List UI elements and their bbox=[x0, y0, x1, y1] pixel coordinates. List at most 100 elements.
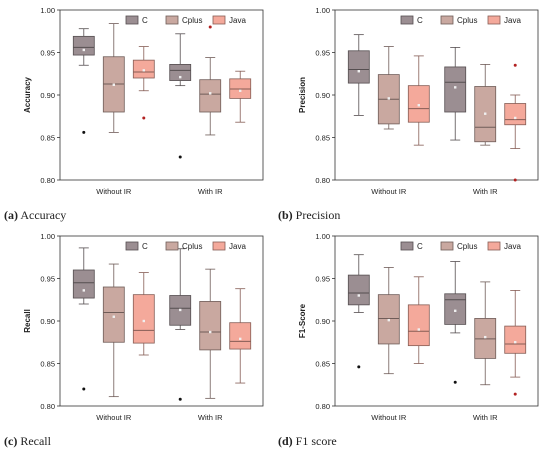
mean-marker bbox=[357, 70, 360, 73]
mean-marker bbox=[179, 75, 182, 79]
legend-label-C: C bbox=[142, 16, 148, 25]
legend-label-Java: Java bbox=[504, 242, 521, 251]
panel-caption: (b) Precision bbox=[278, 208, 340, 223]
legend-swatch-Cplus bbox=[165, 241, 179, 251]
x-tick-label: Without IR bbox=[96, 187, 132, 196]
box-Java bbox=[132, 59, 155, 79]
panel-caption-text: Precision bbox=[295, 208, 341, 222]
mean-marker bbox=[209, 330, 212, 334]
legend-swatch-Java bbox=[212, 241, 226, 251]
y-tick-label: 0.80 bbox=[40, 402, 55, 411]
box-Java bbox=[407, 85, 430, 123]
y-tick-label: 0.95 bbox=[315, 275, 330, 284]
panel-label: (b) bbox=[278, 208, 293, 222]
y-tick-label: 0.80 bbox=[315, 402, 330, 411]
precision-chart: 0.80 0.85 0.90 0.95 1.00 Precision Without IR W… bbox=[298, 6, 539, 196]
box-C bbox=[347, 50, 370, 84]
mean-marker bbox=[387, 318, 390, 322]
outlier-point bbox=[208, 25, 212, 29]
legend-label-Java: Java bbox=[229, 242, 246, 251]
outlier-point bbox=[513, 392, 517, 396]
y-axis-label: Recall bbox=[23, 309, 32, 333]
legend-label-C: C bbox=[417, 242, 423, 251]
accuracy-chart: 0.80 0.85 0.90 0.95 1.00 Accuracy Without IR Wi… bbox=[23, 6, 264, 196]
legend-swatch-Java bbox=[487, 241, 501, 251]
f1-score-chart: 0.80 0.85 0.90 0.95 1.00 F1-Score Without IR Wi… bbox=[298, 232, 539, 422]
panel-caption-text: Recall bbox=[20, 434, 51, 448]
mean-marker bbox=[239, 89, 242, 92]
panel-caption: (d) F1 score bbox=[278, 434, 337, 449]
box-Cplus bbox=[199, 79, 222, 113]
panel-caption: (c) Recall bbox=[4, 434, 51, 449]
legend-swatch-Cplus bbox=[165, 15, 179, 25]
outlier-point bbox=[82, 130, 86, 134]
mean-marker bbox=[417, 328, 420, 331]
y-tick-label: 0.85 bbox=[315, 134, 330, 143]
y-tick-label: 1.00 bbox=[40, 232, 55, 241]
box-Java bbox=[132, 294, 155, 344]
legend-swatch-C bbox=[125, 241, 139, 251]
y-tick-label: 0.90 bbox=[315, 91, 330, 100]
y-tick-label: 1.00 bbox=[315, 6, 330, 15]
mean-marker bbox=[454, 309, 457, 312]
y-tick-label: 0.85 bbox=[315, 360, 330, 369]
y-axis-label: Accuracy bbox=[23, 76, 32, 113]
mean-marker bbox=[417, 104, 420, 107]
y-tick-label: 0.90 bbox=[40, 91, 55, 100]
y-tick-label: 0.95 bbox=[40, 275, 55, 284]
y-tick-label: 0.80 bbox=[40, 176, 55, 185]
panel-caption-text: F1 score bbox=[295, 434, 337, 448]
box-C bbox=[169, 64, 192, 81]
outlier-point bbox=[178, 397, 182, 401]
mean-marker bbox=[82, 289, 85, 292]
mean-marker bbox=[514, 116, 517, 120]
panel-recall: 0.80 0.85 0.90 0.95 1.00 Recall Without IR With… bbox=[0, 226, 275, 453]
panel-label: (d) bbox=[278, 434, 293, 448]
legend-label-Cplus: Cplus bbox=[457, 242, 477, 251]
y-tick-label: 1.00 bbox=[315, 232, 330, 241]
outlier-point bbox=[453, 380, 457, 384]
panel-f1-score: 0.80 0.85 0.90 0.95 1.00 F1-Score Without IR Wi… bbox=[275, 226, 550, 453]
x-tick-label: With IR bbox=[473, 413, 498, 422]
mean-marker bbox=[484, 112, 487, 115]
x-tick-label: With IR bbox=[198, 187, 223, 196]
box-C bbox=[72, 269, 95, 299]
mean-marker bbox=[484, 335, 487, 339]
y-tick-label: 0.95 bbox=[315, 49, 330, 58]
legend: C Cplus Java bbox=[125, 241, 246, 251]
box-Java bbox=[504, 325, 527, 354]
y-tick-label: 0.85 bbox=[40, 134, 55, 143]
outlier-point bbox=[82, 387, 86, 391]
panel-caption-text: Accuracy bbox=[20, 208, 67, 222]
mean-marker bbox=[112, 83, 115, 86]
box-Java bbox=[407, 304, 430, 347]
x-tick-label: Without IR bbox=[96, 413, 132, 422]
legend-label-Cplus: Cplus bbox=[182, 242, 202, 251]
legend: C Cplus Java bbox=[400, 241, 521, 251]
legend: C Cplus Java bbox=[125, 15, 246, 25]
outlier-point bbox=[513, 178, 517, 182]
legend: C Cplus Java bbox=[400, 15, 521, 25]
y-tick-label: 0.80 bbox=[315, 176, 330, 185]
legend-label-Java: Java bbox=[504, 16, 521, 25]
panel-label: (c) bbox=[4, 434, 18, 448]
legend-swatch-C bbox=[125, 15, 139, 25]
y-tick-label: 0.90 bbox=[40, 317, 55, 326]
y-tick-label: 0.95 bbox=[40, 49, 55, 58]
mean-marker bbox=[112, 315, 115, 318]
y-axis-label: Precision bbox=[298, 77, 307, 113]
legend-label-Cplus: Cplus bbox=[457, 16, 477, 25]
panel-caption: (a) Accuracy bbox=[4, 208, 66, 223]
legend-swatch-C bbox=[400, 15, 414, 25]
box-C bbox=[72, 35, 95, 56]
mean-marker bbox=[357, 294, 360, 297]
recall-chart: 0.80 0.85 0.90 0.95 1.00 Recall Without IR With… bbox=[23, 232, 264, 422]
legend-swatch-Java bbox=[487, 15, 501, 25]
plot-frame bbox=[334, 9, 539, 181]
legend-swatch-C bbox=[400, 241, 414, 251]
box-Cplus bbox=[199, 301, 222, 351]
panel-label: (a) bbox=[4, 208, 18, 222]
mean-marker bbox=[82, 48, 85, 52]
mean-marker bbox=[239, 337, 242, 341]
mean-marker bbox=[179, 308, 182, 312]
